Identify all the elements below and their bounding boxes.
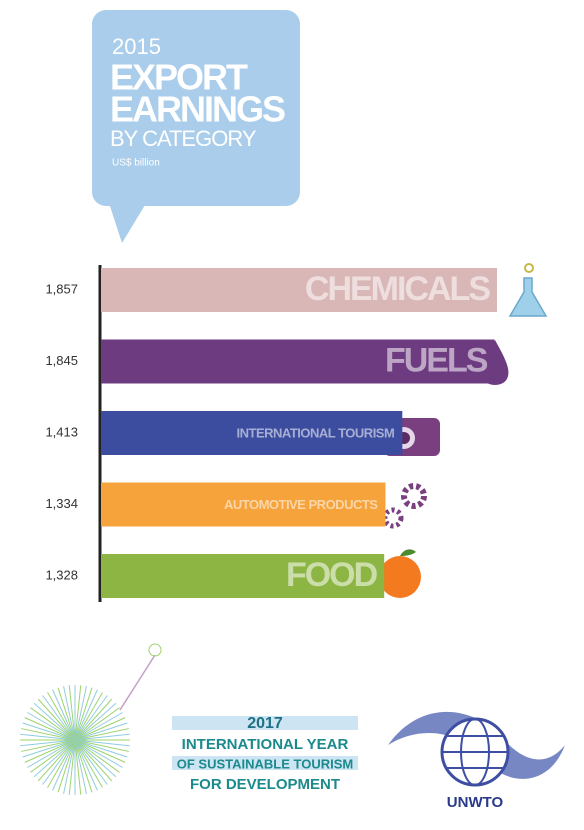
seed-line [21,728,76,741]
seed-line [63,686,76,741]
seed-line [22,739,76,758]
stripe [172,716,358,730]
footer-line: OF SUSTAINABLE TOURISM [177,756,353,771]
seed-line [74,739,98,791]
bubble [92,10,300,206]
seed-line [74,739,103,788]
flask-bubble [524,263,534,273]
seed-line [22,722,76,741]
logo-text: UNWTO [447,794,504,811]
seed-line [33,739,76,778]
seed-line [24,717,76,741]
seed-line [74,685,82,741]
bar [101,482,386,527]
seed-head [148,643,162,657]
footer-line: INTERNATIONAL YEAR [182,736,349,753]
seed-line [74,739,123,768]
seed-line [37,698,76,741]
bar [101,339,495,384]
seed-line [30,739,76,773]
title-bubble: 2015 EXPORT EARNINGS BY CATEGORY US$ bil… [92,10,300,243]
seed-line [27,712,76,741]
seed-line [74,739,93,793]
title: BY CATEGORY [110,126,257,151]
seed-line [68,739,76,795]
subtitle: US$ billion [112,158,160,169]
value-label: 1,845 [45,353,78,368]
dandelion-graphic [20,643,162,795]
category-label: FOOD [286,556,378,594]
stripe [172,756,358,770]
footer-line: FOR DEVELOPMENT [190,776,340,793]
icons [379,263,548,598]
category-label: AUTOMOTIVE PRODUCTS [224,497,378,512]
bar [101,268,497,312]
gear-icon [401,483,427,509]
seed-line [74,739,128,758]
bar [101,554,385,598]
seed-line [30,707,76,741]
seed-line [74,698,113,741]
bubble-tail [108,200,148,243]
seed-line [74,717,126,741]
bar [101,411,403,455]
seed-line [20,733,76,741]
seed-line [74,712,123,741]
seed-line [74,686,87,741]
seed-line [74,689,98,741]
seed-line [21,739,76,752]
seed-line [74,692,103,741]
seed-line [27,739,76,768]
seed-line [47,739,76,788]
value-label: 1,328 [45,567,78,582]
seed-line [52,739,76,791]
value-label: 1,334 [45,496,78,511]
seed-line [74,739,87,794]
seed-line [42,739,76,785]
category-label: INTERNATIONAL TOURISM [237,425,395,440]
seed-line [74,739,82,795]
iy2017-logo: 2017 INTERNATIONAL YEAR OF SUSTAINABLE T… [172,715,358,793]
seed-line [74,722,128,741]
seed-line [74,739,113,782]
seed-line [74,728,129,741]
unwto-logo: UNWTO [388,711,565,811]
title: EXPORT [110,57,248,98]
seed-line [42,695,76,741]
orange-icon [379,556,421,598]
seed-line [74,739,129,752]
seed-line [68,685,76,741]
orange-leaf [400,549,416,556]
category-label: CHEMICALS [305,270,490,308]
seed-line [20,739,76,747]
gear-icon [382,507,404,529]
seed-line [74,707,120,741]
title-year: 2015 [112,34,161,59]
seed-line [57,739,76,793]
seed-line [33,702,76,741]
seed-line [47,692,76,741]
value-label: 1,413 [45,424,78,439]
seed-line [57,687,76,741]
seed-line [24,739,76,763]
flask-icon [508,277,548,317]
title: EARNINGS [110,89,285,130]
seed-line [74,739,120,773]
seed-line [37,739,76,782]
seed-line [74,739,108,785]
seed-line [74,739,130,747]
seed-line [74,702,117,741]
footer-year: 2017 [247,715,283,732]
seed-line [63,739,76,794]
seed-stem [119,654,156,711]
category-label: FUELS [385,341,488,379]
seed-line [74,695,108,741]
seed-line [74,733,130,741]
seed-line [74,739,126,763]
value-label: 1,857 [45,281,78,296]
seed-line [74,687,93,741]
seed-line [52,689,76,741]
seed-line [74,739,117,778]
